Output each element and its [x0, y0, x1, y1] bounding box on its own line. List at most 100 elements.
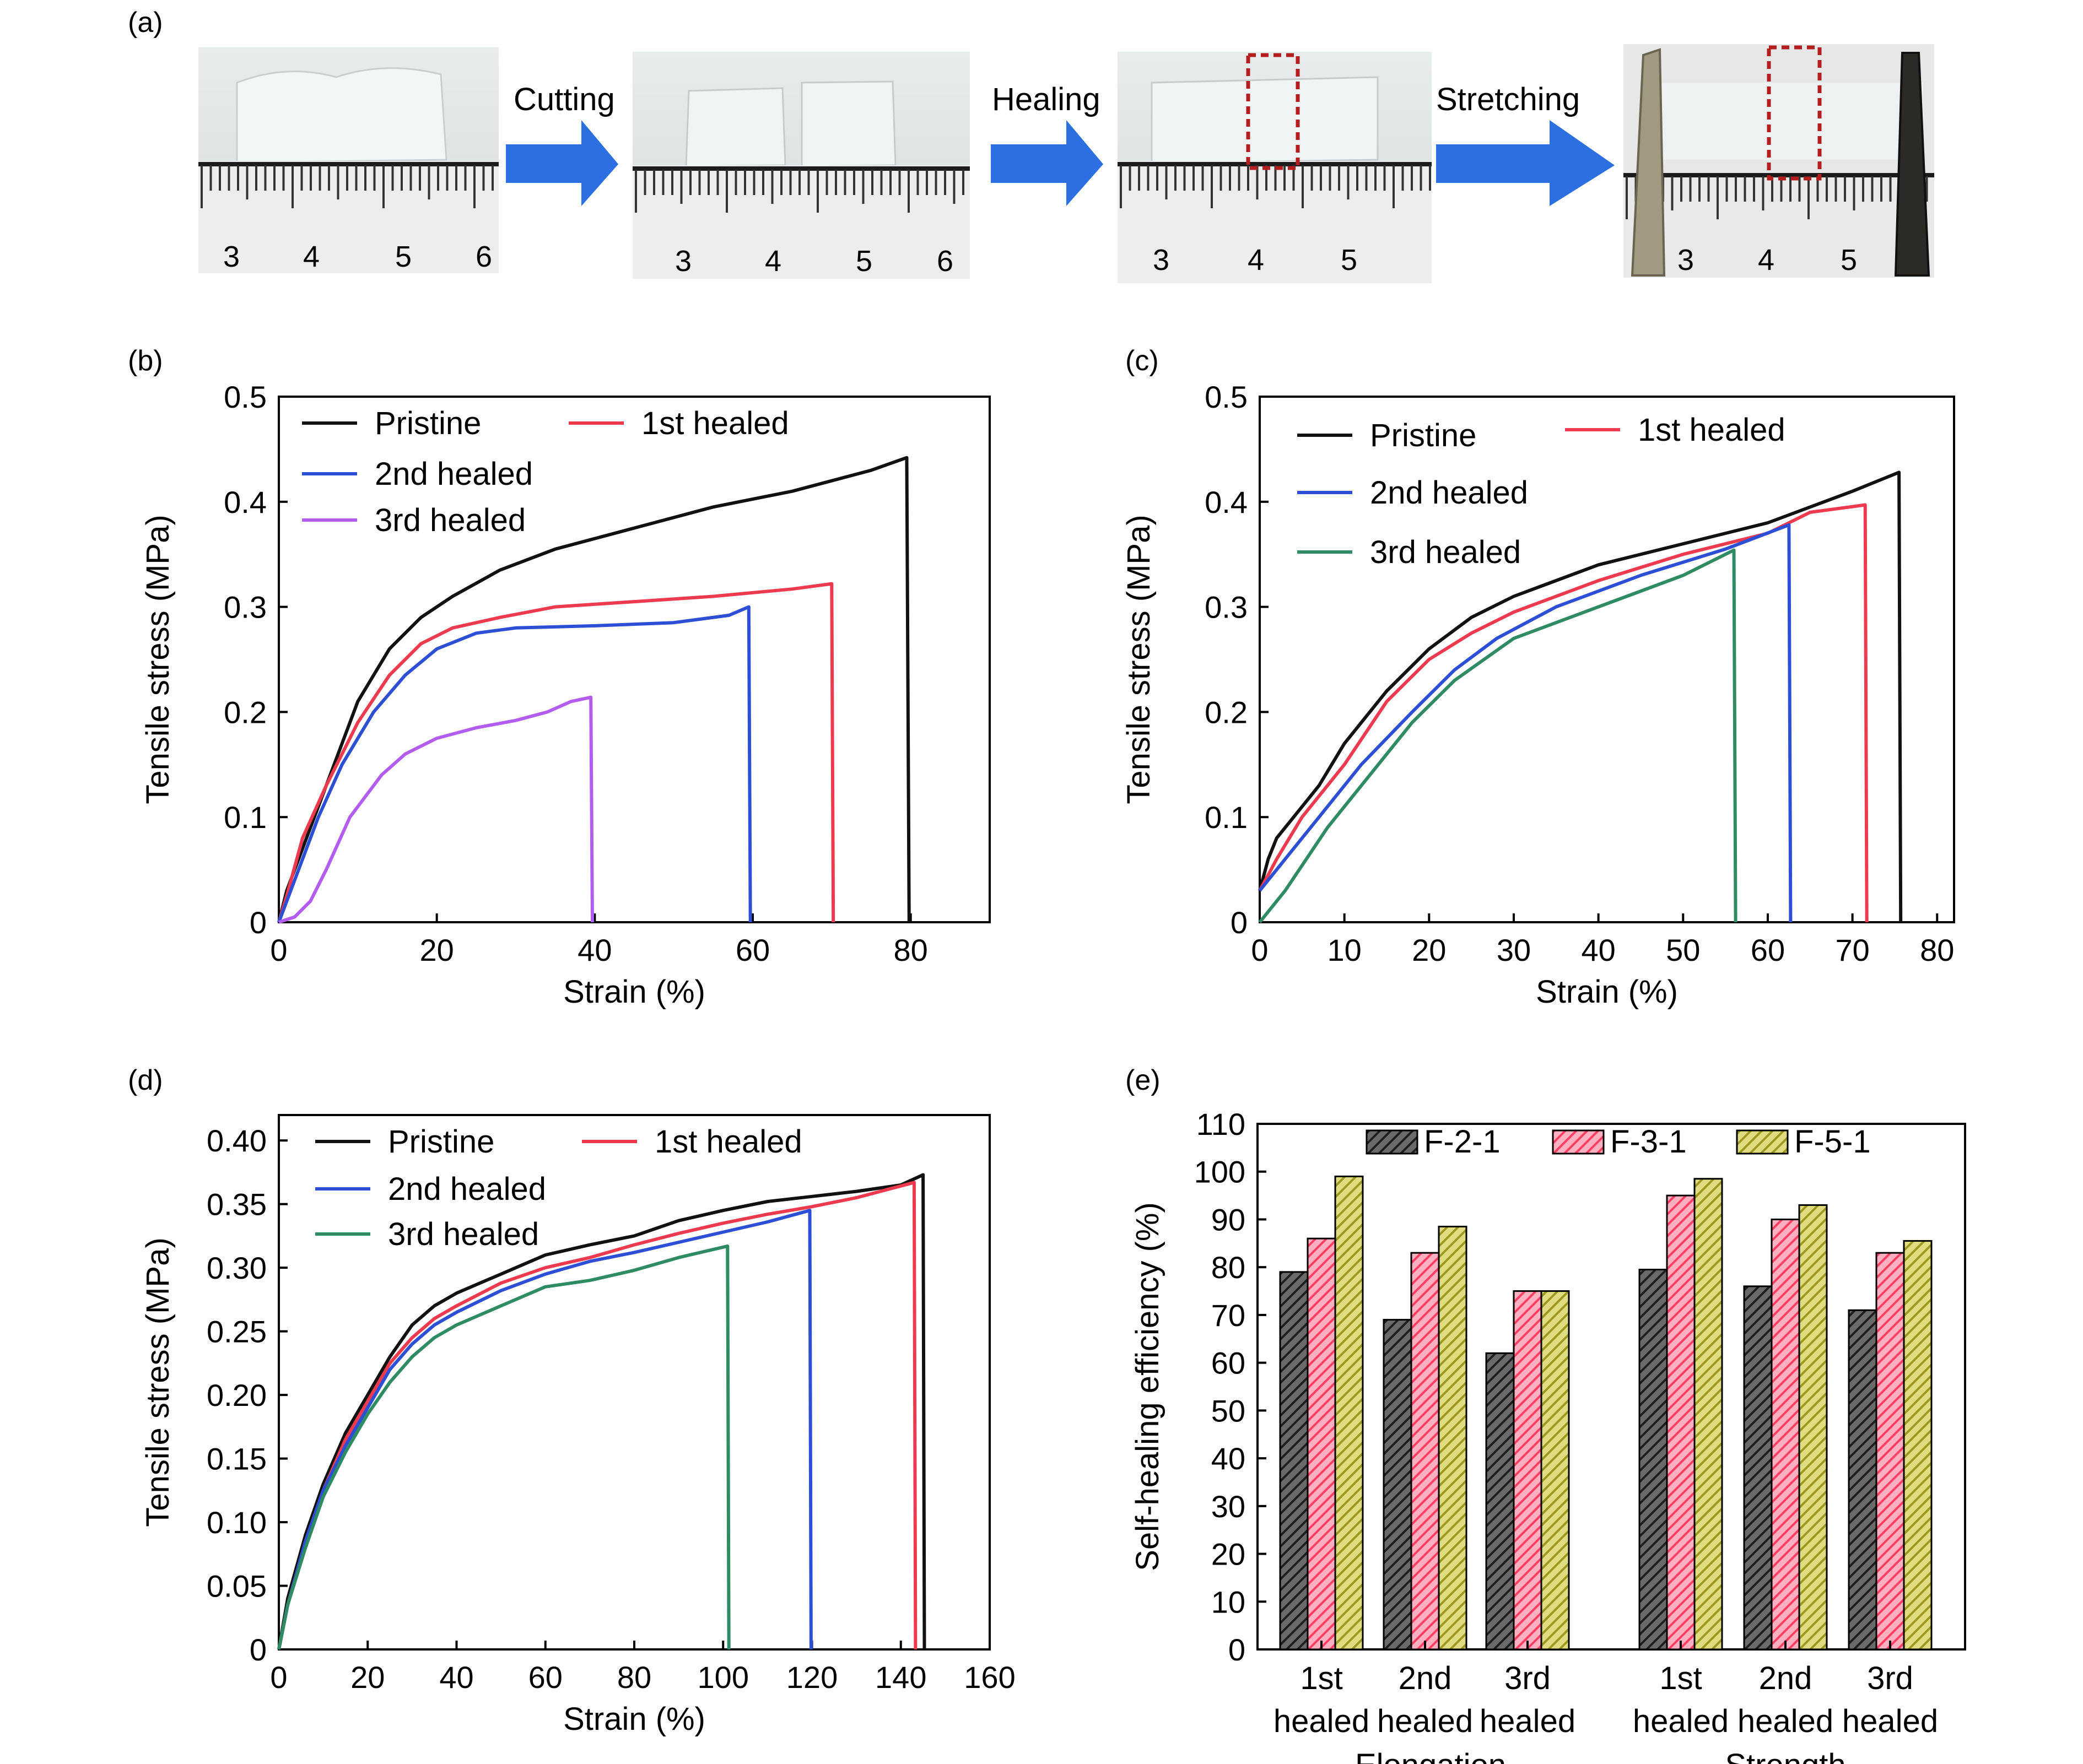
group-label: Elongation — [1355, 1747, 1506, 1764]
series-line — [277, 1244, 731, 1650]
ruler-ticks — [198, 162, 499, 208]
ruler-number: 5 — [856, 245, 872, 278]
y-tick-label: 0.4 — [1205, 485, 1248, 520]
x-tick-label: 50 — [1666, 933, 1700, 967]
healed-region-box — [1767, 45, 1822, 181]
arrow-stretching: Stretching — [1436, 82, 1615, 206]
bar — [1485, 1352, 1515, 1651]
y-axis-label: Self-healing efficiency (%) — [1130, 1202, 1165, 1571]
y-tick-label: 0 — [1231, 905, 1248, 940]
bar — [1693, 1178, 1723, 1651]
bar — [1875, 1252, 1905, 1651]
x-tick-label: 1st — [1300, 1660, 1342, 1696]
x-tick-label: 120 — [786, 1660, 838, 1695]
ruler-numbers: 3 4 5 — [1153, 244, 1357, 277]
y-tick-label: 0.15 — [207, 1442, 267, 1476]
legend-label: 1st healed — [641, 405, 789, 441]
x-tick-label: 0 — [270, 1660, 287, 1695]
ruler-edge — [198, 162, 499, 166]
x-tick-label: healed — [1633, 1703, 1729, 1739]
x-tick-label: healed — [1273, 1703, 1369, 1739]
y-tick-label: 0.5 — [224, 380, 267, 414]
ruler-edge — [1118, 162, 1432, 166]
plot-frame — [1259, 396, 1955, 923]
x-axis-label: Strain (%) — [1536, 974, 1678, 1010]
chart-d-stress-strain: 0 20 40 60 80 100 120 140 160 0 0.05 0.10 0.15 0.20 0.… — [140, 1114, 1016, 1737]
ruler-ticks — [1118, 162, 1432, 208]
y-tick-label: 0.1 — [224, 800, 267, 835]
chart-e-bar-efficiency: 0 10 20 30 40 50 60 70 80 90 100 110 Self-healing ef… — [1130, 1107, 1966, 1764]
x-tick-label: 100 — [698, 1660, 749, 1695]
legend-label: Pristine — [1370, 418, 1476, 453]
x-tick-label: 1st — [1659, 1660, 1702, 1696]
series-line — [1258, 523, 1793, 923]
x-axis-label: Strain (%) — [563, 974, 705, 1010]
x-tick-label: 0 — [270, 933, 287, 967]
bar — [1334, 1175, 1364, 1651]
x-tick-label: 40 — [1581, 933, 1615, 967]
x-tick-label: 0 — [1251, 933, 1268, 967]
legend-label: 3rd healed — [388, 1216, 539, 1252]
legend-label: 1st healed — [1638, 412, 1785, 448]
y-tick-label: 0.5 — [1205, 380, 1248, 414]
legend-label: F-5-1 — [1794, 1124, 1871, 1160]
y-tick-label: 0.20 — [207, 1378, 267, 1413]
ruler-numbers: 3 4 5 — [1677, 244, 1857, 277]
bar — [1743, 1285, 1773, 1651]
legend-label: Pristine — [388, 1124, 494, 1160]
chart-c-stress-strain: 0 10 20 30 40 50 60 70 80 0 0.1 0.2 0.3 0.4 0.5 Strain … — [1121, 380, 1955, 1010]
photo-2-cut-gel: 3 4 5 6 — [633, 52, 970, 279]
ruler-number: 3 — [1153, 244, 1169, 277]
y-tick-label: 0.2 — [1205, 695, 1248, 729]
y-tick-label: 40 — [1211, 1441, 1245, 1476]
x-tick-label: 40 — [578, 933, 612, 967]
ruler-edge — [633, 166, 970, 171]
step-label-cutting: Cutting — [514, 82, 615, 117]
y-tick-label: 0.10 — [207, 1505, 267, 1540]
ruler-number: 4 — [1758, 244, 1774, 277]
ruler-ticks — [633, 166, 970, 213]
panel-label-b: (b) — [128, 345, 163, 377]
bar — [1638, 1269, 1668, 1651]
step-label-healing: Healing — [992, 82, 1100, 117]
y-axis-label: Tensile stress (MPa) — [140, 1237, 176, 1527]
plot-frame — [278, 1114, 991, 1651]
x-tick-label: 160 — [964, 1660, 1015, 1695]
series-line — [277, 1173, 926, 1650]
bar — [1771, 1218, 1800, 1651]
series-line — [1258, 548, 1737, 923]
ruler-number: 3 — [223, 240, 240, 273]
bar — [1438, 1225, 1467, 1651]
x-tick-label: 70 — [1835, 933, 1869, 967]
legend-label: 2nd healed — [375, 456, 533, 492]
x-tick-label: 20 — [350, 1660, 385, 1695]
y-tick-label: 0.35 — [207, 1187, 267, 1222]
ruler-numbers: 3 4 5 6 — [223, 240, 492, 273]
y-tick-label: 60 — [1211, 1346, 1245, 1381]
step-label-stretching: Stretching — [1436, 82, 1580, 117]
x-tick-label: 20 — [1412, 933, 1446, 967]
x-tick-label: 60 — [736, 933, 770, 967]
legend-label: F-3-1 — [1610, 1124, 1687, 1160]
ruler-number: 5 — [1841, 244, 1857, 277]
series-line — [277, 605, 752, 923]
x-tick-label: 3rd — [1504, 1660, 1551, 1696]
arrow-healing: Healing — [991, 82, 1103, 206]
arrow-cutting: Cutting — [506, 82, 618, 206]
x-tick-label: healed — [1377, 1703, 1473, 1739]
bar — [1279, 1271, 1309, 1651]
y-tick-label: 0.25 — [207, 1314, 267, 1349]
x-tick-label: 80 — [894, 933, 928, 967]
y-tick-label: 100 — [1194, 1155, 1245, 1189]
x-tick-label: healed — [1480, 1703, 1575, 1739]
y-tick-label: 0.1 — [1205, 800, 1248, 835]
ruler-edge — [1623, 173, 1934, 177]
ruler-number: 6 — [937, 245, 953, 278]
panel-label-d: (d) — [128, 1064, 163, 1096]
photo-3-healed-gel: 3 4 5 — [1118, 52, 1432, 283]
ruler-number: 3 — [1677, 244, 1694, 277]
ruler-number: 4 — [1248, 244, 1264, 277]
legend-label: 3rd healed — [1370, 534, 1521, 570]
healed-region-box — [1246, 53, 1300, 170]
